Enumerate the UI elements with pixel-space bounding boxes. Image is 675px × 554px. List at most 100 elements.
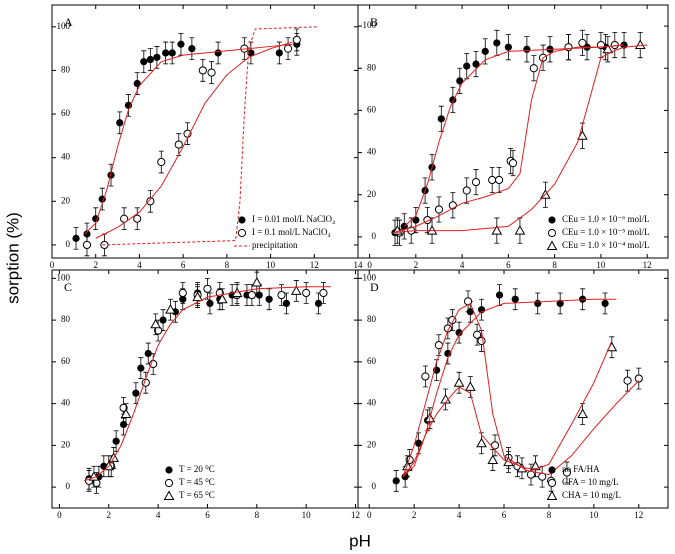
x-tick-label: 4 [460, 260, 465, 270]
point [602, 43, 614, 54]
point [508, 159, 518, 168]
point [634, 374, 643, 383]
point [112, 437, 120, 445]
x-tick-label: 6 [502, 510, 507, 520]
point [530, 460, 541, 471]
point [282, 299, 291, 308]
legend-marker [548, 466, 556, 474]
y-tick-label: 0 [372, 231, 377, 241]
point [203, 284, 212, 293]
point [577, 408, 588, 419]
point [165, 304, 176, 314]
x-tick-label: 10 [302, 510, 312, 520]
point [456, 77, 464, 85]
point [116, 119, 124, 127]
x-tick-label: 4 [457, 510, 462, 520]
panel: D 0 2 4 6 8 10 12 0 20 40 60 80 100 no FA/HA CFA = 10 m… [357, 269, 669, 520]
panel-label: D [370, 280, 379, 294]
y-tick-label: 80 [367, 62, 377, 72]
point [491, 225, 503, 235]
x-tick-label: 10 [266, 260, 276, 270]
point [283, 44, 293, 53]
point [247, 49, 255, 57]
point [453, 377, 465, 387]
point [214, 49, 222, 57]
legend-label: CEu = 1.0 × 10⁻⁴ mol/L [562, 240, 650, 250]
legend-label: no FA/HA [562, 464, 600, 474]
point [107, 171, 115, 179]
y-axis-label: sorption (%) [3, 212, 22, 304]
point [133, 79, 141, 88]
legend-marker [165, 466, 173, 474]
x-tick-label: 8 [552, 260, 557, 270]
point [319, 288, 328, 298]
legend-marker [546, 490, 558, 500]
point [634, 39, 646, 50]
legend-label: CFA = 10 mg/L [562, 477, 619, 487]
point [146, 55, 154, 64]
point [462, 186, 471, 195]
point [610, 40, 619, 50]
x-tick-label: 2 [412, 510, 417, 520]
point [511, 295, 519, 303]
fit-line [403, 44, 625, 227]
point [437, 115, 445, 123]
point [434, 205, 444, 214]
point [174, 140, 183, 149]
point [162, 49, 170, 57]
legend-label: T = 65 ⁰C [179, 490, 215, 500]
point [178, 288, 187, 298]
point [290, 285, 302, 295]
y-tick-label: 100 [57, 21, 71, 31]
legend-label: CEu = 1.0 × 10⁻⁶ mol/L [562, 214, 650, 224]
point [392, 477, 400, 485]
point [444, 349, 452, 358]
y-tick-label: 60 [61, 108, 71, 118]
fit-line [83, 286, 331, 482]
point [124, 101, 133, 109]
point [206, 299, 214, 308]
x-tick-label: 8 [547, 510, 552, 520]
point [137, 364, 145, 372]
point [150, 318, 161, 329]
point [488, 175, 497, 185]
point [495, 175, 504, 185]
point [275, 49, 283, 57]
y-tick-label: 80 [61, 64, 71, 74]
panel-label: B [370, 15, 378, 29]
legend-marker [164, 478, 174, 488]
x-tick-label: 0 [367, 260, 372, 270]
legend-label: I = 0.01 mol/L NaClO₄ [252, 214, 335, 224]
x-tick-label: 12 [634, 510, 643, 520]
point [523, 45, 531, 53]
y-tick-label: 80 [367, 314, 377, 324]
point [120, 408, 132, 419]
point [601, 299, 609, 308]
legend-label: T = 45 ⁰C [179, 477, 215, 487]
point [247, 290, 256, 300]
point [132, 389, 140, 397]
plot-frame [357, 4, 669, 259]
x-tick-label: 2 [414, 260, 419, 270]
y-tick-label: 0 [372, 481, 377, 491]
y-tick-label: 20 [367, 189, 377, 199]
point [623, 376, 632, 385]
panel: C 0 2 4 6 8 10 12 0 20 40 60 80 100 T = 20 ⁰C T = 45 ⁰C… [51, 269, 360, 520]
point [192, 291, 203, 302]
point [159, 316, 167, 324]
y-tick-label: 60 [367, 356, 377, 366]
legend-marker [163, 490, 175, 500]
x-tick-label: 10 [589, 510, 599, 520]
legend-label: precipitation [252, 240, 298, 250]
point [153, 53, 161, 61]
point [578, 38, 587, 48]
y-tick-label: 80 [61, 314, 71, 324]
y-tick-label: 20 [367, 439, 377, 449]
point [455, 329, 463, 337]
point [476, 437, 487, 448]
x-tick-label: 8 [255, 510, 260, 520]
legend-label: T = 20 ⁰C [179, 464, 215, 474]
y-tick-label: 40 [367, 147, 377, 157]
legend-marker [547, 478, 557, 488]
point [144, 349, 152, 358]
